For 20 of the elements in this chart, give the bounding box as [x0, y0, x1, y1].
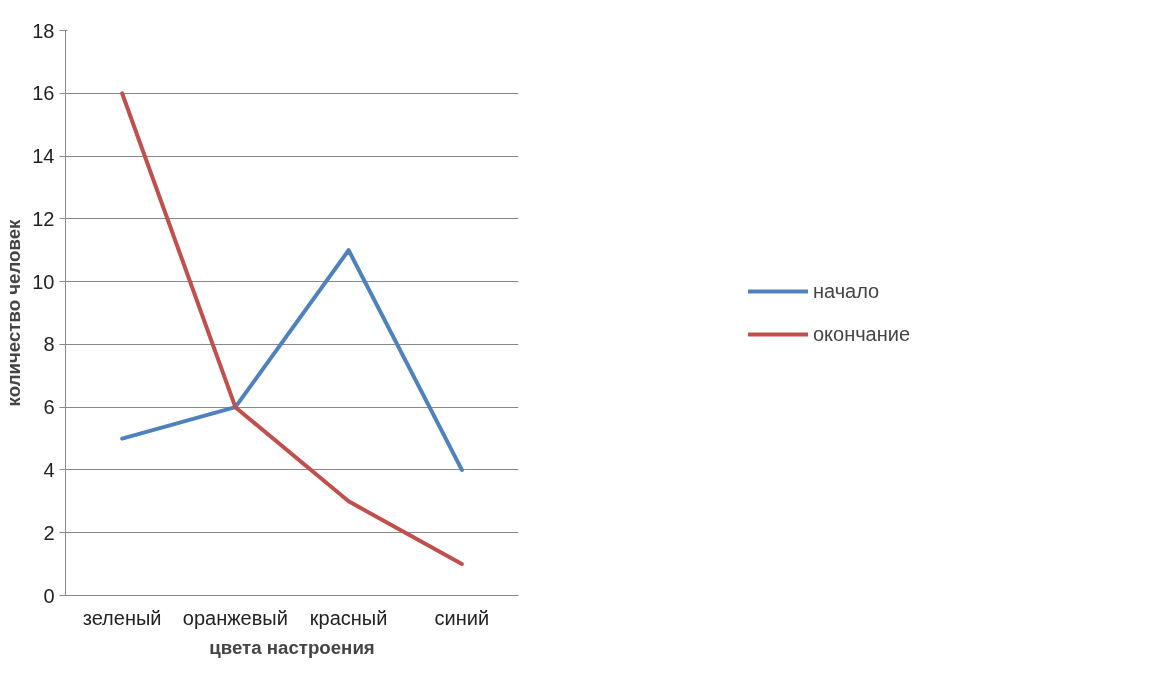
y-tick-label: 12 [32, 207, 55, 230]
line-series [120, 91, 464, 567]
y-tick-label: 14 [32, 145, 55, 168]
legend-label: окончание [812, 322, 911, 346]
x-tick-label: зеленый [82, 606, 162, 629]
x-tick-label: красный [309, 606, 388, 629]
y-tick-label: 4 [43, 458, 55, 481]
y-tick-label: 18 [32, 19, 55, 42]
y-tick-label: 10 [32, 270, 55, 293]
y-axis-title: количество человек [3, 218, 25, 407]
x-tick-label: синий [434, 606, 490, 629]
x-axis-title: цвета настроения [209, 636, 375, 658]
y-tick-label: 2 [43, 521, 55, 544]
y-tick-label: 16 [32, 82, 55, 105]
y-tick-label: 8 [43, 333, 55, 356]
legend-label: начало [812, 279, 880, 303]
y-tick-label: 0 [43, 584, 55, 607]
x-tick-label: оранжевый [182, 606, 288, 629]
y-tick-label: 6 [43, 396, 55, 419]
line-series [120, 248, 464, 472]
